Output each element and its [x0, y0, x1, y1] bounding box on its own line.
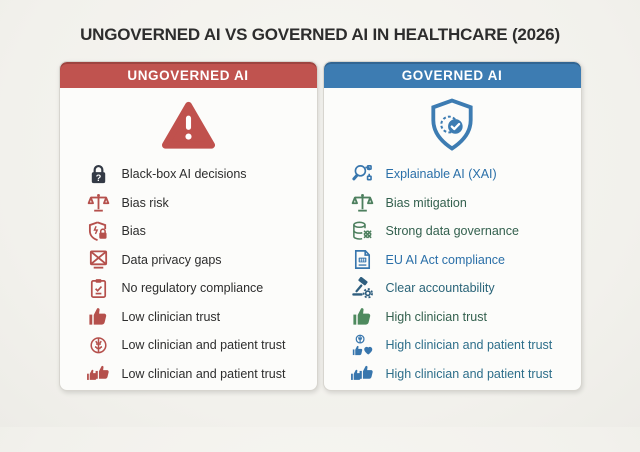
list-item: Low clinician and patient trust [87, 335, 309, 355]
gavel-gear-icon [351, 276, 374, 300]
list-item: Explainable AI (XAI) [351, 164, 573, 184]
thumbs-up-icon [87, 305, 110, 328]
list-item-label: High clinician and patient trust [385, 366, 553, 381]
ungoverned-ai-card: UNGOVERNED AI ? Black-box AI decisions Bia… [58, 61, 318, 391]
list-item-label: Explainable AI (XAI) [385, 167, 497, 181]
list-item-label: EU AI Act compliance [385, 252, 506, 267]
list-item-label: Bias risk [121, 195, 169, 210]
list-item: Bias mitigation [351, 193, 573, 213]
list-item-label: Low clinician trust [121, 309, 221, 324]
ungoverned-hero [60, 88, 317, 160]
brain-icon [87, 334, 110, 357]
thumbs-up-icon [351, 305, 374, 328]
governed-hero [324, 88, 581, 160]
list-item-label: Clear accountability [385, 281, 495, 295]
list-item: Low clinician and patient trust [86, 362, 309, 385]
database-grid-icon [351, 220, 374, 243]
scales-icon [351, 191, 374, 214]
scales-icon [87, 191, 110, 214]
comparison-cards: UNGOVERNED AI ? Black-box AI decisions Bia… [0, 61, 640, 391]
list-item: EU AI Act compliance [351, 250, 573, 270]
warning-triangle-icon [161, 100, 216, 155]
list-item: High clinician trust [351, 307, 573, 327]
crossed-box-icon [87, 248, 110, 271]
list-item: Bias risk [87, 193, 309, 213]
list-item-label: Bias mitigation [385, 195, 467, 210]
list-item-label: No regulatory compliance [121, 281, 264, 295]
list-item-label: Low clinician and patient trust [121, 338, 286, 352]
ungoverned-item-list: ? Black-box AI decisions Bias risk Bias Data… [60, 160, 317, 384]
list-item: Bias [87, 221, 309, 241]
list-item-label: Black-box AI decisions [121, 167, 247, 181]
governed-ai-header: GOVERNED AI [323, 62, 581, 88]
search-nodes-icon [351, 163, 374, 186]
infographic: UNGOVERNED AI VS GOVERNED AI IN HEALTHCA… [0, 25, 640, 391]
document-dots-icon [351, 248, 374, 271]
double-thumbs-up-icon [350, 362, 374, 385]
list-item: Strong data governance [351, 221, 573, 241]
list-item-label: Low clinician and patient trust [121, 366, 286, 381]
list-item-label: Strong data governance [385, 224, 519, 238]
list-item: Low clinician trust [87, 307, 309, 327]
lock-question-icon: ? [87, 163, 110, 186]
ungoverned-ai-header: UNGOVERNED AI [59, 62, 317, 88]
list-item: ? Black-box AI decisions [87, 164, 309, 184]
list-item-label: High clinician and patient trust [385, 338, 553, 352]
list-item-label: High clinician trust [385, 309, 487, 324]
clipboard-check-icon [87, 277, 110, 300]
double-thumbs-up-icon [86, 362, 110, 385]
page-title: UNGOVERNED AI VS GOVERNED AI IN HEALTHCA… [80, 25, 560, 44]
list-item: No regulatory compliance [87, 278, 309, 298]
list-item: Data privacy gaps [87, 250, 309, 270]
list-item-label: Bias [121, 224, 146, 238]
shield-lock-icon [87, 220, 110, 243]
list-item-label: Data privacy gaps [121, 252, 222, 267]
brain-thumb-heart-icon [351, 334, 374, 357]
svg-text:?: ? [95, 172, 101, 182]
shield-gear-check-icon [429, 98, 475, 157]
list-item: Clear accountability [351, 276, 573, 300]
governed-item-list: Explainable AI (XAI) Bias mitigation Stron… [324, 160, 581, 384]
list-item: High clinician and patient trust [351, 334, 573, 357]
list-item: High clinician and patient trust [350, 362, 573, 385]
governed-ai-card: GOVERNED AI Explainable AI (XAI) Bias mit… [322, 61, 582, 391]
